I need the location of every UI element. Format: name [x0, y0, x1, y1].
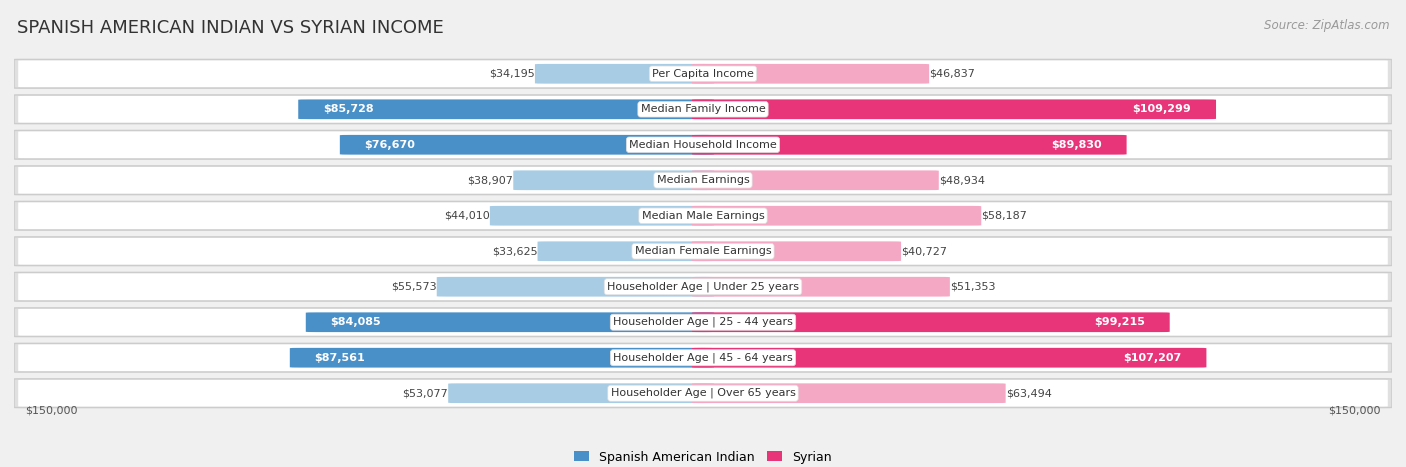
FancyBboxPatch shape	[14, 343, 1392, 372]
FancyBboxPatch shape	[14, 95, 1392, 124]
Text: Median Male Earnings: Median Male Earnings	[641, 211, 765, 221]
FancyBboxPatch shape	[14, 308, 1392, 337]
Text: $150,000: $150,000	[1329, 406, 1381, 416]
FancyBboxPatch shape	[298, 99, 714, 119]
Text: Median Household Income: Median Household Income	[628, 140, 778, 150]
Text: Source: ZipAtlas.com: Source: ZipAtlas.com	[1264, 19, 1389, 32]
Text: $55,573: $55,573	[391, 282, 437, 292]
Text: $76,670: $76,670	[364, 140, 416, 150]
Text: $53,077: $53,077	[402, 388, 449, 398]
Text: Householder Age | Under 25 years: Householder Age | Under 25 years	[607, 282, 799, 292]
FancyBboxPatch shape	[14, 379, 1392, 408]
FancyBboxPatch shape	[18, 203, 1388, 229]
FancyBboxPatch shape	[449, 383, 714, 403]
FancyBboxPatch shape	[18, 380, 1388, 406]
FancyBboxPatch shape	[537, 241, 714, 261]
Text: $63,494: $63,494	[1005, 388, 1052, 398]
FancyBboxPatch shape	[692, 277, 950, 297]
Text: $58,187: $58,187	[981, 211, 1028, 221]
FancyBboxPatch shape	[18, 96, 1388, 123]
FancyBboxPatch shape	[534, 64, 714, 84]
Text: $87,561: $87,561	[315, 353, 366, 363]
Text: $38,907: $38,907	[467, 175, 513, 185]
Text: Householder Age | Over 65 years: Householder Age | Over 65 years	[610, 388, 796, 398]
Text: Per Capita Income: Per Capita Income	[652, 69, 754, 79]
Text: $48,934: $48,934	[939, 175, 984, 185]
FancyBboxPatch shape	[18, 132, 1388, 158]
Text: $40,727: $40,727	[901, 246, 948, 256]
FancyBboxPatch shape	[692, 64, 929, 84]
Text: $33,625: $33,625	[492, 246, 537, 256]
FancyBboxPatch shape	[340, 135, 714, 155]
FancyBboxPatch shape	[692, 135, 1126, 155]
FancyBboxPatch shape	[18, 167, 1388, 193]
Text: $107,207: $107,207	[1123, 353, 1181, 363]
Text: Median Female Earnings: Median Female Earnings	[634, 246, 772, 256]
FancyBboxPatch shape	[692, 348, 1206, 368]
Text: $109,299: $109,299	[1132, 104, 1191, 114]
FancyBboxPatch shape	[18, 345, 1388, 371]
FancyBboxPatch shape	[18, 238, 1388, 264]
FancyBboxPatch shape	[18, 61, 1388, 87]
FancyBboxPatch shape	[692, 206, 981, 226]
FancyBboxPatch shape	[18, 273, 1388, 300]
FancyBboxPatch shape	[692, 383, 1005, 403]
FancyBboxPatch shape	[692, 312, 1170, 332]
Text: $84,085: $84,085	[330, 317, 381, 327]
FancyBboxPatch shape	[14, 130, 1392, 159]
Text: Median Earnings: Median Earnings	[657, 175, 749, 185]
Text: $34,195: $34,195	[489, 69, 534, 79]
FancyBboxPatch shape	[692, 241, 901, 261]
FancyBboxPatch shape	[305, 312, 714, 332]
FancyBboxPatch shape	[14, 59, 1392, 88]
FancyBboxPatch shape	[437, 277, 714, 297]
FancyBboxPatch shape	[14, 237, 1392, 266]
Text: $89,830: $89,830	[1052, 140, 1102, 150]
FancyBboxPatch shape	[513, 170, 714, 190]
Text: Householder Age | 45 - 64 years: Householder Age | 45 - 64 years	[613, 353, 793, 363]
Text: $51,353: $51,353	[950, 282, 995, 292]
FancyBboxPatch shape	[290, 348, 714, 368]
Text: $85,728: $85,728	[323, 104, 374, 114]
FancyBboxPatch shape	[692, 170, 939, 190]
Text: Median Family Income: Median Family Income	[641, 104, 765, 114]
Text: $46,837: $46,837	[929, 69, 974, 79]
Text: Householder Age | 25 - 44 years: Householder Age | 25 - 44 years	[613, 317, 793, 327]
Text: $99,215: $99,215	[1094, 317, 1144, 327]
FancyBboxPatch shape	[489, 206, 714, 226]
FancyBboxPatch shape	[18, 309, 1388, 335]
FancyBboxPatch shape	[14, 201, 1392, 230]
Legend: Spanish American Indian, Syrian: Spanish American Indian, Syrian	[569, 446, 837, 467]
FancyBboxPatch shape	[14, 166, 1392, 195]
Text: SPANISH AMERICAN INDIAN VS SYRIAN INCOME: SPANISH AMERICAN INDIAN VS SYRIAN INCOME	[17, 19, 444, 37]
Text: $150,000: $150,000	[25, 406, 77, 416]
FancyBboxPatch shape	[14, 272, 1392, 301]
FancyBboxPatch shape	[692, 99, 1216, 119]
Text: $44,010: $44,010	[444, 211, 489, 221]
